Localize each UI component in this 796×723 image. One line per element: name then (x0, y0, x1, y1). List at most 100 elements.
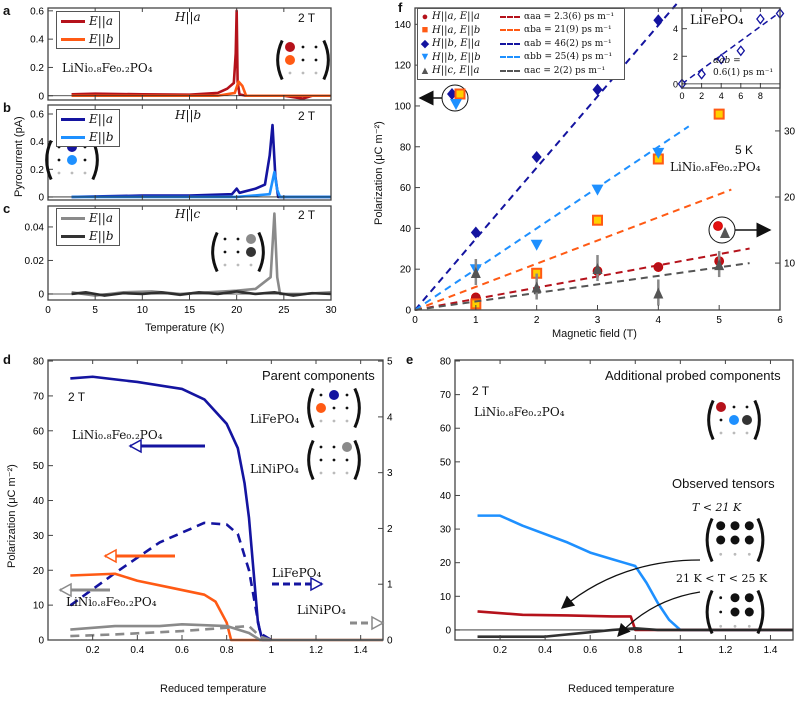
legend-a: E||a E||b (56, 11, 120, 49)
legend-label: H||b, E||b (432, 51, 481, 63)
x-tick-label: 0 (45, 305, 51, 316)
data-point (714, 259, 725, 271)
legend-row: ● H||a, E||a αaa = 2.3(6) ps m⁻¹ (418, 10, 624, 24)
tensor-element-active (730, 535, 740, 545)
tensor-element-zero (345, 419, 349, 423)
y-tick-label: 0 (38, 91, 44, 102)
tensor-element-small (345, 406, 349, 410)
x-tick-label: 20 (231, 305, 243, 316)
y-tick-label: 0 (38, 192, 44, 203)
plot-frame-e (454, 359, 794, 641)
matrix-bracket-right (756, 589, 765, 635)
tensor-element-active (730, 607, 740, 617)
tensor-element-zero (733, 624, 737, 628)
y-tick-label: 40 (440, 491, 452, 502)
y-tick-label: 0.4 (30, 35, 44, 46)
triangle-up-marker-icon: ▲ (419, 64, 431, 77)
data-point (531, 150, 542, 163)
y-tick-label: 20 (400, 265, 412, 276)
tensor-element-small (345, 458, 349, 462)
legend-fit: αba = 21(9) ps m⁻¹ (524, 25, 612, 36)
y-tick-label: 30 (33, 531, 45, 542)
inset-data-point (697, 68, 706, 80)
y-tick-label: 20 (440, 558, 452, 569)
tensor-element-zero (732, 431, 736, 435)
x-tick-label: 0.8 (628, 645, 642, 656)
field-strength-e: 2 T (472, 384, 490, 398)
legend-swatch (61, 117, 85, 121)
y-right-tick-label: 1 (387, 580, 393, 591)
y-tick-label: 40 (33, 496, 45, 507)
matrix-bracket-right (257, 231, 265, 273)
tensor-element-active (744, 607, 754, 617)
tensor-element-zero (301, 71, 305, 75)
y-right-tick-label: 20 (784, 192, 796, 203)
curve-label-LiFePO4: LiFePO₄ (272, 566, 322, 580)
tensor-element-small (345, 393, 349, 397)
tensor-element-small (319, 445, 323, 449)
field-strength-d: 2 T (68, 390, 86, 404)
series-line (69, 521, 273, 642)
y-tick-label: 0.04 (25, 222, 45, 233)
indicator-marker (720, 227, 730, 238)
tensor-element-small (332, 406, 336, 410)
matrix-bracket-left (307, 439, 315, 481)
data-point (592, 263, 603, 275)
x-axis-label-f: Magnetic field (T) (552, 328, 637, 340)
tensor-element-small (236, 250, 240, 254)
tensor-matrix-a (276, 39, 330, 81)
y-tick-label: 60 (440, 424, 452, 435)
fit-line (414, 262, 750, 311)
matrix-bracket-left (707, 399, 715, 441)
field-strength-b: 2 T (298, 109, 316, 123)
tensor-label-mid: 21 K < T < 25 K (676, 572, 768, 585)
data-point (653, 262, 664, 272)
y-right-tick-label: 0 (387, 636, 393, 647)
y-tick-label: 40 (400, 224, 412, 235)
inset-title: LiFePO₄ (690, 13, 744, 28)
x-tick-label: 8 (758, 91, 763, 101)
legend-fit: αac = 2(2) ps m⁻¹ (524, 65, 606, 76)
y-tick-label: 10 (33, 601, 45, 612)
tensor-matrix-d_LiFePO4 (307, 387, 361, 429)
axes-f_inset: 0 2 4 0 2 4 6 8 (673, 7, 781, 101)
x-tick-label: 1.2 (718, 645, 732, 656)
y-tick-label: 50 (33, 461, 45, 472)
panel-label-b: b (3, 100, 11, 115)
y-axis-label-f: Polarization (μC m⁻²) (373, 121, 385, 225)
compound-label-f: LiNi₀.₈Fe₀.₂PO₄ (670, 160, 761, 174)
y-tick-label: 100 (394, 101, 411, 112)
matrix-bracket-right (753, 399, 761, 441)
data-point (470, 226, 481, 239)
circle-marker-icon: ● (421, 10, 429, 23)
observed-tensors-label: Observed tensors (672, 476, 775, 491)
y-tick-label: 60 (33, 426, 45, 437)
x-tick-label: 0.8 (220, 645, 234, 656)
compound-label-a: LiNi₀.₈Fe₀.₂PO₄ (62, 61, 153, 75)
fit-line (414, 188, 732, 311)
data-point (591, 184, 604, 196)
tensor-matrix-c (211, 231, 265, 273)
tensor-element-small (314, 58, 318, 62)
arrow-LiNiPO4-head (371, 615, 385, 631)
curve-label-mixed-orange: LiNi₀.₈Fe₀.₂PO₄ (66, 595, 157, 609)
legend-label: E||a (89, 112, 113, 126)
y-tick-label: 70 (33, 391, 45, 402)
series-line (70, 623, 383, 642)
legend-dash (500, 56, 520, 59)
plot-frame-f_inset (681, 7, 781, 89)
inset-alpha-label: αab = (713, 56, 741, 66)
y-tick-label: 0.4 (30, 137, 44, 148)
field-strength-a: 2 T (298, 11, 316, 25)
tensor-element-small (223, 237, 227, 241)
legend-fit: αab = 46(2) ps m⁻¹ (524, 38, 612, 49)
tensor-element-zero (223, 263, 227, 267)
y-right-tick-label: 10 (784, 259, 796, 270)
x-tick-label: 0.6 (175, 645, 189, 656)
legend-label: H||a, E||b (432, 24, 481, 36)
legend-b: E||a E||b (56, 109, 120, 147)
series-line (71, 170, 331, 199)
matrix-label-LiNiPO4: LiNiPO₄ (250, 462, 299, 476)
matrix-bracket-left (276, 39, 284, 81)
